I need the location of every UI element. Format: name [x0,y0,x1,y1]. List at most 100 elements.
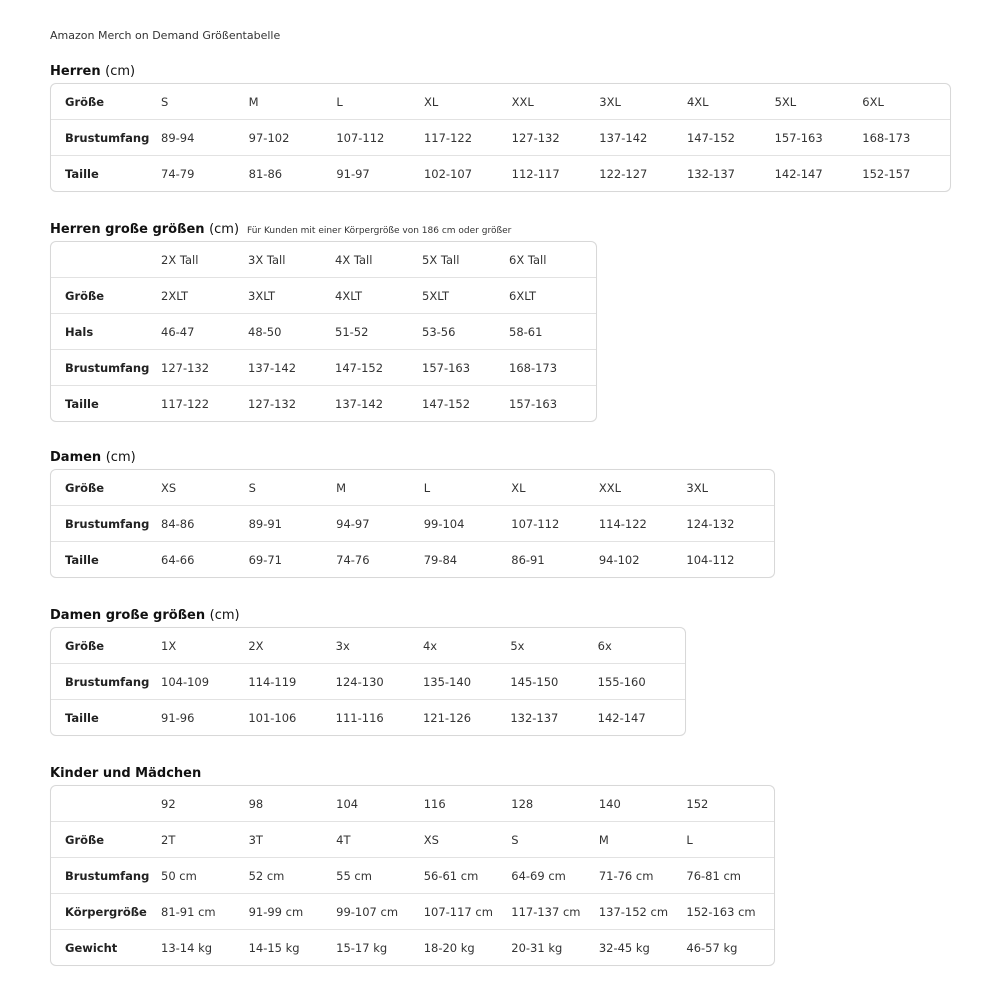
table-cell: 6XLT [509,288,537,303]
size-table: Größe XS S M L XL XXL 3XL Brustumfang 84-86 89-91 9… [50,469,775,578]
table-cell: 152-163 cm [686,904,756,919]
table-cell: 56-61 cm [423,868,479,883]
table-row: Größe 2XLT 3XLT 4XLT 5XLT 6XLT [51,277,596,313]
table-cell: 147-152 [335,360,384,375]
size-table: 92 98 104 116 128 140 152 Größe 2T 3T 4T XS S M L Brust… [50,785,775,966]
table-cell: 50 cm [161,868,197,883]
table-row: Brustumfang 127-132 137-142 147-152 157-163 1… [51,349,596,385]
table-cell: 51-52 [335,324,369,339]
size-table: Größe S M L XL XXL 3XL 4XL 5XL 6XL Brustumfang 89-9… [50,83,951,192]
section-heading: Damen große größen (cm) [50,606,686,626]
table-cell: 4T [336,832,351,847]
row-label: Größe [65,638,105,653]
size-table: 2X Tall 3X Tall 4X Tall 5X Tall 6X Tall Größe… [50,241,597,422]
table-cell: 137-142 [335,396,384,411]
table-row: Brustumfang 50 cm 52 cm 55 cm 56-61 cm 64-69 … [51,857,774,893]
size-section: Kinder und Mädchen 92 98 104 116 128 140 152 Grö… [50,764,775,966]
table-cell: 142-147 [774,166,823,181]
table-cell: 6x [597,638,612,653]
table-cell: 145-150 [510,674,559,689]
table-cell: 137-142 [248,360,297,375]
table-cell: 6XL [862,94,884,109]
table-cell: 5XLT [422,288,450,303]
table-row: Größe 1X 2X 3x 4x 5x 6x [51,628,685,663]
table-cell: 107-117 cm [423,904,493,919]
table-cell: 89-94 [161,130,195,145]
table-cell: 147-152 [686,130,735,145]
table-cell: 81-91 cm [161,904,216,919]
table-cell: 168-173 [862,130,911,145]
table-row: Brustumfang 104-109 114-119 124-130 135-140 1… [51,663,685,699]
row-label: Taille [65,166,99,181]
table-cell: 20-31 kg [511,940,563,955]
table-cell: 13-14 kg [161,940,213,955]
table-row: Hals 46-47 48-50 51-52 53-56 58-61 [51,313,596,349]
table-cell: 89-91 [248,516,282,531]
table-cell: 94-102 [598,552,640,567]
table-cell: L [336,94,343,109]
row-label: Brustumfang [65,868,150,883]
row-label: Hals [65,324,94,339]
row-label: Gewicht [65,940,118,955]
table-cell: 1X [161,638,177,653]
table-cell: 84-86 [161,516,195,531]
table-cell: 127-132 [161,360,210,375]
section-heading: Kinder und Mädchen [50,764,775,784]
table-cell: 147-152 [422,396,471,411]
table-cell: 5x [510,638,525,653]
table-cell: 102-107 [423,166,473,181]
table-cell: 157-163 [509,396,558,411]
table-cell: 157-163 [422,360,471,375]
table-cell: 2X Tall [161,252,199,267]
table-cell: 6X Tall [509,252,547,267]
table-row: 2X Tall 3X Tall 4X Tall 5X Tall 6X Tall [51,242,596,277]
table-cell: 14-15 kg [248,940,300,955]
table-cell: 58-61 [509,324,543,339]
table-cell: 2XLT [161,288,189,303]
table-cell: 98 [248,796,264,811]
table-cell: M [336,480,347,495]
table-cell: 2X [248,638,264,653]
table-cell: 155-160 [597,674,646,689]
table-row: Gewicht 13-14 kg 14-15 kg 15-17 kg 18-20 kg 2… [51,929,774,965]
table-row: 92 98 104 116 128 140 152 [51,786,774,821]
table-row: Brustumfang 84-86 89-91 94-97 99-104 107-112 1… [51,505,774,541]
table-cell: 128 [511,796,534,811]
table-row: Größe 2T 3T 4T XS S M L [51,821,774,857]
table-row: Taille 91-96 101-106 111-116 121-126 132-137 1… [51,699,685,735]
table-cell: 86-91 [511,552,545,567]
table-cell: 15-17 kg [336,940,388,955]
size-section: Damen (cm) Größe XS S M L XL XXL 3XL Brustumfang 8… [50,448,775,578]
table-cell: 4XLT [335,288,363,303]
table-cell: 114-119 [248,674,297,689]
table-cell: 132-137 [510,710,559,725]
section-title: Damen [50,450,102,465]
table-cell: M [598,832,609,847]
row-label: Größe [65,480,105,495]
table-cell: 97-102 [248,130,290,145]
table-cell: 104 [336,796,359,811]
table-cell: 94-97 [336,516,370,531]
table-cell: 5X Tall [422,252,460,267]
table-cell: XXL [511,94,534,109]
table-cell: XL [423,94,439,109]
table-cell: 69-71 [248,552,282,567]
table-cell: 101-106 [248,710,297,725]
table-cell: 64-66 [161,552,195,567]
row-label: Brustumfang [65,130,150,145]
section-title: Herren [50,64,101,79]
section-unit: (cm) [105,64,136,79]
table-cell: 117-122 [161,396,210,411]
table-cell: 117-122 [423,130,473,145]
table-cell: 111-116 [335,710,384,725]
table-cell: 124-132 [686,516,735,531]
table-cell: 3XL [686,480,708,495]
table-cell: 46-47 [161,324,195,339]
table-cell: 71-76 cm [598,868,654,883]
table-cell: 135-140 [422,674,472,689]
table-cell: XXL [598,480,621,495]
table-cell: 74-76 [336,552,370,567]
section-unit: (cm) [105,450,136,465]
table-cell: 2T [161,832,176,847]
table-cell: 168-173 [509,360,558,375]
